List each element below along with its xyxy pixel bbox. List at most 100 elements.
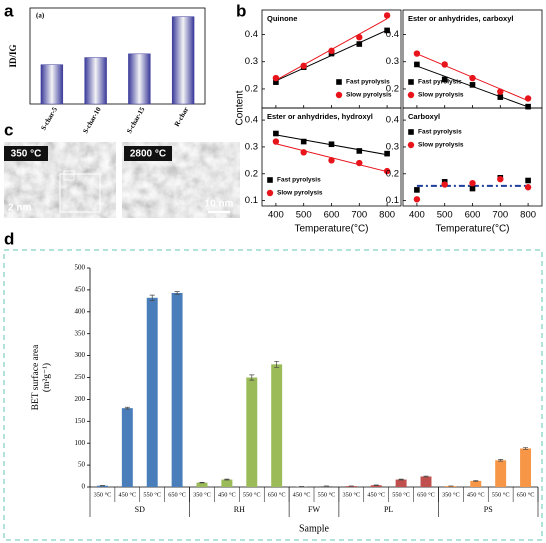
legend-marker — [407, 91, 415, 99]
x-tick-label: 350 °C — [342, 491, 360, 498]
x-tick-label: 350 °C — [193, 491, 211, 498]
marker — [272, 138, 280, 145]
panel-label: b — [236, 1, 246, 20]
y-tick-label: 0.3 — [245, 56, 258, 67]
x-tick-label: 800 — [520, 210, 536, 221]
legend-marker — [267, 177, 273, 183]
x-tick-label: 600 — [465, 210, 481, 221]
bar — [445, 486, 457, 487]
bar — [370, 485, 382, 487]
bar — [320, 486, 332, 487]
y-tick-label: 0 — [82, 483, 86, 491]
x-tick-label: S-char-5 — [39, 105, 59, 131]
marker — [441, 181, 448, 188]
error-bar — [149, 294, 155, 301]
bar — [395, 479, 407, 487]
marker — [441, 61, 448, 68]
bar — [146, 297, 158, 487]
y-tick-label: 500 — [75, 264, 86, 272]
x-axis-label: Sample — [299, 523, 330, 534]
group-label: PL — [384, 505, 393, 514]
y-tick-label: 0.2 — [245, 168, 258, 179]
label-box — [124, 146, 172, 161]
marker — [524, 184, 532, 191]
x-tick-label: 450 °C — [118, 491, 136, 498]
marker — [524, 95, 532, 102]
x-tick-label: 350 °C — [94, 491, 112, 498]
y-axis-label: Content — [235, 90, 246, 125]
y-tick-label: 100 — [75, 439, 86, 447]
legend-label: Slow pyrolysis — [418, 92, 464, 99]
subplot-title: Ester or anhydrides, hydroxyl — [267, 112, 373, 121]
group-label: PS — [484, 505, 493, 514]
error-bar — [124, 406, 130, 410]
y-tick-label: 0.3 — [386, 141, 399, 152]
x-tick-label: 450 °C — [293, 491, 311, 498]
legend-label: Slow pyrolysis — [418, 142, 464, 149]
y-tick-label: 0.2 — [245, 83, 258, 94]
y-tick-label: 0.2 — [386, 83, 399, 94]
y-axis-label: ID/IG — [8, 44, 18, 67]
x-tick-label: 550 °C — [318, 491, 336, 498]
marker — [469, 179, 476, 187]
bar — [84, 57, 107, 105]
bar — [40, 64, 64, 105]
y-tick-label: 0.1 — [245, 195, 258, 206]
y-tick-label: 350 — [75, 329, 86, 337]
bar — [495, 460, 507, 487]
x-tick-label: 650 °C — [517, 491, 535, 498]
y-tick-label: 0.3 — [386, 56, 399, 67]
marker — [469, 82, 476, 88]
x-tick-label: 700 — [351, 210, 367, 221]
image-label: 2800 °C — [130, 149, 166, 160]
x-tick-label: 500 — [437, 210, 453, 221]
y-tick-label: 0.4 — [386, 115, 399, 126]
legend-label: Slow pyrolysis — [346, 92, 392, 99]
x-tick-label: 450 °C — [367, 491, 385, 498]
y-tick-label: 0.4 — [386, 29, 399, 40]
marker — [525, 177, 531, 184]
x-tick-label: 650 °C — [268, 491, 286, 498]
subplot-title: Ester or anhydrides, carboxyl — [408, 14, 513, 23]
x-tick-label: 400 — [409, 210, 425, 221]
y-tick-label: 50 — [78, 461, 86, 469]
tem-image: 350 °C 2 nm — [4, 142, 116, 218]
marker — [273, 130, 279, 137]
scale-label: 2 nm — [8, 203, 31, 214]
y-tick-label: 0.4 — [245, 29, 258, 40]
y-tick-label: 0.2 — [386, 168, 399, 179]
y-tick-label: 250 — [75, 373, 86, 381]
bar — [96, 485, 108, 487]
marker — [497, 94, 504, 100]
legend-marker — [408, 79, 414, 85]
x-tick-label: 350 °C — [442, 491, 460, 498]
legend-marker — [408, 129, 414, 135]
legend-marker — [266, 189, 274, 197]
bar — [221, 479, 233, 487]
legend-label: Slow pyrolysis — [277, 190, 323, 197]
legend-label: Fast pyrolysis — [418, 129, 462, 136]
error-bar — [274, 360, 280, 368]
group-label: SD — [135, 505, 145, 514]
marker — [300, 62, 307, 70]
x-tick-label: 500 — [296, 210, 312, 221]
marker — [356, 159, 363, 167]
group-label: RH — [234, 505, 245, 514]
bar — [171, 292, 183, 487]
x-tick-label: S-char-10 — [81, 105, 103, 134]
y-tick-label: 0.3 — [245, 141, 258, 152]
x-tick-label: 550 °C — [492, 491, 510, 498]
x-tick-label: 400 — [268, 210, 284, 221]
subplot-title: Carboxyl — [408, 112, 440, 121]
x-tick-label: 550 °C — [243, 491, 261, 498]
marker — [356, 148, 363, 154]
panel-label: c — [4, 120, 13, 139]
legend-label: Fast pyrolysis — [277, 177, 321, 184]
bar — [420, 476, 432, 487]
x-tick-label: 600 — [324, 210, 340, 221]
image-label: 350 °C — [11, 149, 42, 160]
marker — [328, 157, 335, 164]
bar — [271, 364, 283, 487]
y-tick-label: 450 — [75, 286, 86, 294]
